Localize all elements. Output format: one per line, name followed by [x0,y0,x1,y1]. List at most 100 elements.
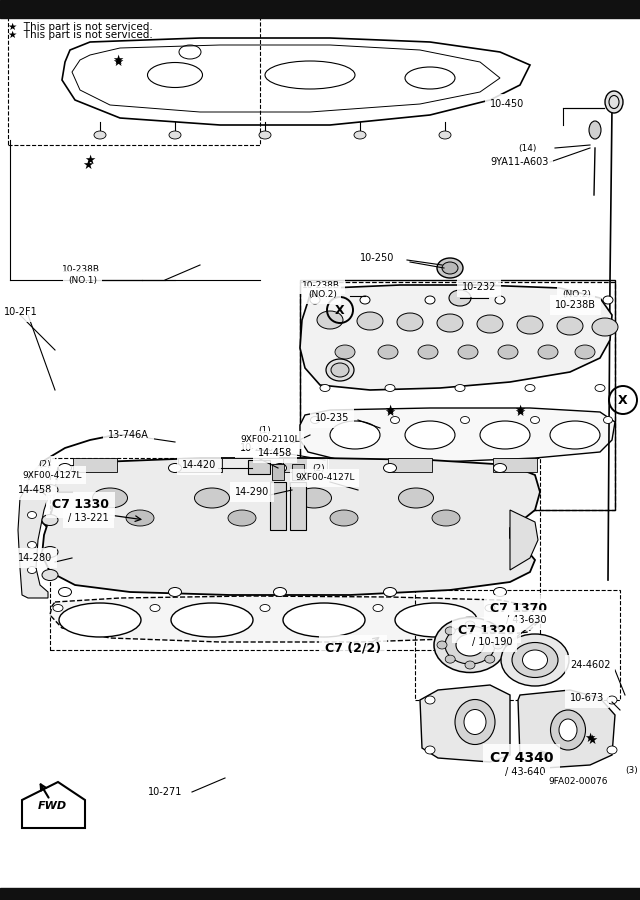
Ellipse shape [461,417,470,424]
Ellipse shape [383,464,397,472]
Text: (1): (1) [258,426,271,435]
Ellipse shape [228,510,256,526]
Text: ★  This part is not serviced.: ★ This part is not serviced. [8,30,153,40]
Ellipse shape [126,510,154,526]
Ellipse shape [357,312,383,330]
Ellipse shape [93,488,127,508]
Ellipse shape [560,296,570,304]
Text: 10-235: 10-235 [315,413,349,423]
Ellipse shape [484,627,495,634]
Text: FWD: FWD [37,801,67,811]
Ellipse shape [28,542,36,548]
Text: 9XF00-2110L: 9XF00-2110L [240,436,300,445]
Ellipse shape [517,316,543,334]
Ellipse shape [330,510,358,526]
Text: C7 1330: C7 1330 [52,499,109,511]
Text: C7 1370: C7 1370 [490,601,547,615]
Ellipse shape [493,464,506,472]
Ellipse shape [335,345,355,359]
Text: 13-746A: 13-746A [108,430,149,440]
Ellipse shape [283,603,365,637]
Text: 14-290: 14-290 [235,487,269,497]
Ellipse shape [320,384,330,392]
Ellipse shape [592,318,618,336]
Ellipse shape [171,603,253,637]
Ellipse shape [425,696,435,704]
Ellipse shape [607,696,617,704]
Bar [270,482,286,530]
Polygon shape [50,596,540,642]
Ellipse shape [550,710,586,750]
Ellipse shape [501,634,569,686]
Ellipse shape [455,384,465,392]
Ellipse shape [449,290,471,306]
Text: ★: ★ [113,53,124,67]
Text: ★: ★ [83,158,93,172]
Ellipse shape [477,315,503,333]
Ellipse shape [485,605,495,611]
Ellipse shape [557,317,583,335]
Ellipse shape [28,566,36,573]
Ellipse shape [58,464,72,472]
Text: 10-238B: 10-238B [555,300,596,310]
Text: 9XF00-4127L: 9XF00-4127L [22,471,81,480]
Ellipse shape [390,417,399,424]
Ellipse shape [522,650,547,670]
Text: (14): (14) [518,143,536,152]
Text: X: X [618,393,628,407]
Ellipse shape [399,488,433,508]
Ellipse shape [607,746,617,754]
Ellipse shape [559,719,577,741]
Ellipse shape [397,313,423,331]
Ellipse shape [150,605,160,611]
Ellipse shape [603,296,613,304]
Ellipse shape [442,262,458,274]
Ellipse shape [458,345,478,359]
Ellipse shape [296,488,332,508]
Polygon shape [510,510,538,570]
Ellipse shape [168,588,182,597]
Text: (2): (2) [312,464,324,472]
Text: (NO.2): (NO.2) [308,291,337,300]
Ellipse shape [604,417,612,424]
Ellipse shape [385,384,395,392]
Ellipse shape [437,641,447,649]
Ellipse shape [465,621,475,629]
Ellipse shape [445,626,495,664]
Text: 14-280: 14-280 [18,553,52,563]
Text: (NO.2): (NO.2) [562,291,591,300]
Ellipse shape [169,131,181,139]
Text: 9YA11-A603: 9YA11-A603 [490,157,548,167]
Text: ★: ★ [385,403,396,417]
Ellipse shape [42,570,58,580]
Bar [248,460,270,474]
Bar [292,464,304,480]
Ellipse shape [383,588,397,597]
Ellipse shape [493,588,506,597]
Ellipse shape [42,484,58,496]
Ellipse shape [595,384,605,392]
Bar [415,590,620,700]
Ellipse shape [317,311,343,329]
Text: / 10-190: / 10-190 [472,637,513,647]
Text: (3): (3) [625,766,637,775]
Ellipse shape [575,345,595,359]
Ellipse shape [455,699,495,744]
Ellipse shape [42,515,58,526]
Ellipse shape [495,296,505,304]
Text: ★: ★ [113,56,124,68]
Polygon shape [518,690,615,768]
Ellipse shape [395,603,477,637]
Ellipse shape [464,709,486,734]
Bar [50,458,540,650]
Ellipse shape [445,655,455,663]
Ellipse shape [310,296,320,304]
Ellipse shape [425,746,435,754]
Ellipse shape [465,661,475,669]
Ellipse shape [434,617,506,672]
Text: ★: ★ [515,406,525,419]
Bar [300,282,615,510]
Text: 10-271: 10-271 [148,787,182,797]
Text: 10-238B: 10-238B [62,266,100,274]
Ellipse shape [512,643,558,678]
